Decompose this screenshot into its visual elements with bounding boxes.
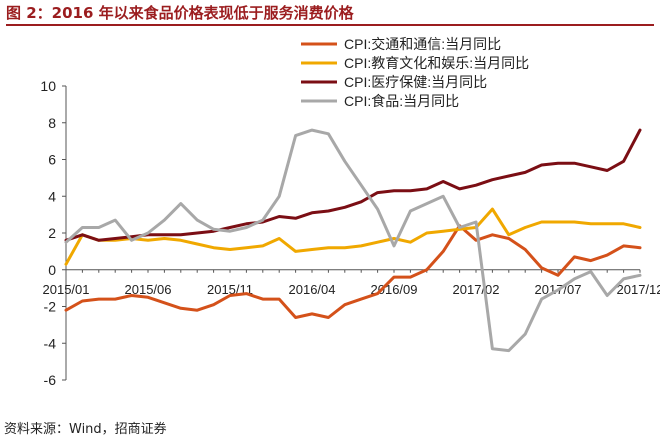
series-group: [64, 128, 642, 353]
legend-label-4: CPI:食品:当月同比: [344, 93, 459, 109]
x-tick-label: 2017/12: [617, 282, 660, 297]
legend-label-3: CPI:医疗保健:当月同比: [344, 74, 487, 90]
legend: CPI:交通和通信:当月同比 CPI:教育文化和娱乐:当月同比 CPI:医疗保健:当…: [301, 36, 529, 109]
x-tick-label: 2016/04: [289, 282, 336, 297]
y-tick-label: 2: [48, 225, 56, 241]
y-tick-label: 6: [48, 152, 56, 168]
y-axis: -6 -4 -2 0 2 4 6 8 10: [40, 78, 67, 388]
series-line-4: [64, 128, 642, 353]
y-tick-label: 10: [40, 78, 56, 94]
y-tick-label: 8: [48, 115, 56, 131]
y-tick-label: -6: [44, 372, 57, 388]
x-tick-label: 2015/01: [43, 282, 90, 297]
y-tick-label: -4: [44, 335, 57, 351]
y-tick-label: 4: [48, 188, 56, 204]
series-line-3: [64, 128, 642, 242]
y-tick-label: -2: [44, 299, 57, 315]
figure-title: 图 2：2016 年以来食品价格表现低于服务消费价格: [6, 4, 354, 22]
legend-label-1: CPI:交通和通信:当月同比: [344, 36, 501, 52]
x-tick-label: 2016/09: [371, 282, 418, 297]
series-line-2: [64, 207, 642, 266]
legend-label-2: CPI:教育文化和娱乐:当月同比: [344, 55, 529, 71]
series-line-1: [64, 224, 642, 319]
title-rule: [6, 24, 654, 26]
x-tick-label: 2015/06: [125, 282, 172, 297]
y-tick-label: 0: [48, 262, 56, 278]
source-note: 资料来源：Wind，招商证券: [4, 422, 167, 437]
x-tick-label: 2017/02: [453, 282, 500, 297]
